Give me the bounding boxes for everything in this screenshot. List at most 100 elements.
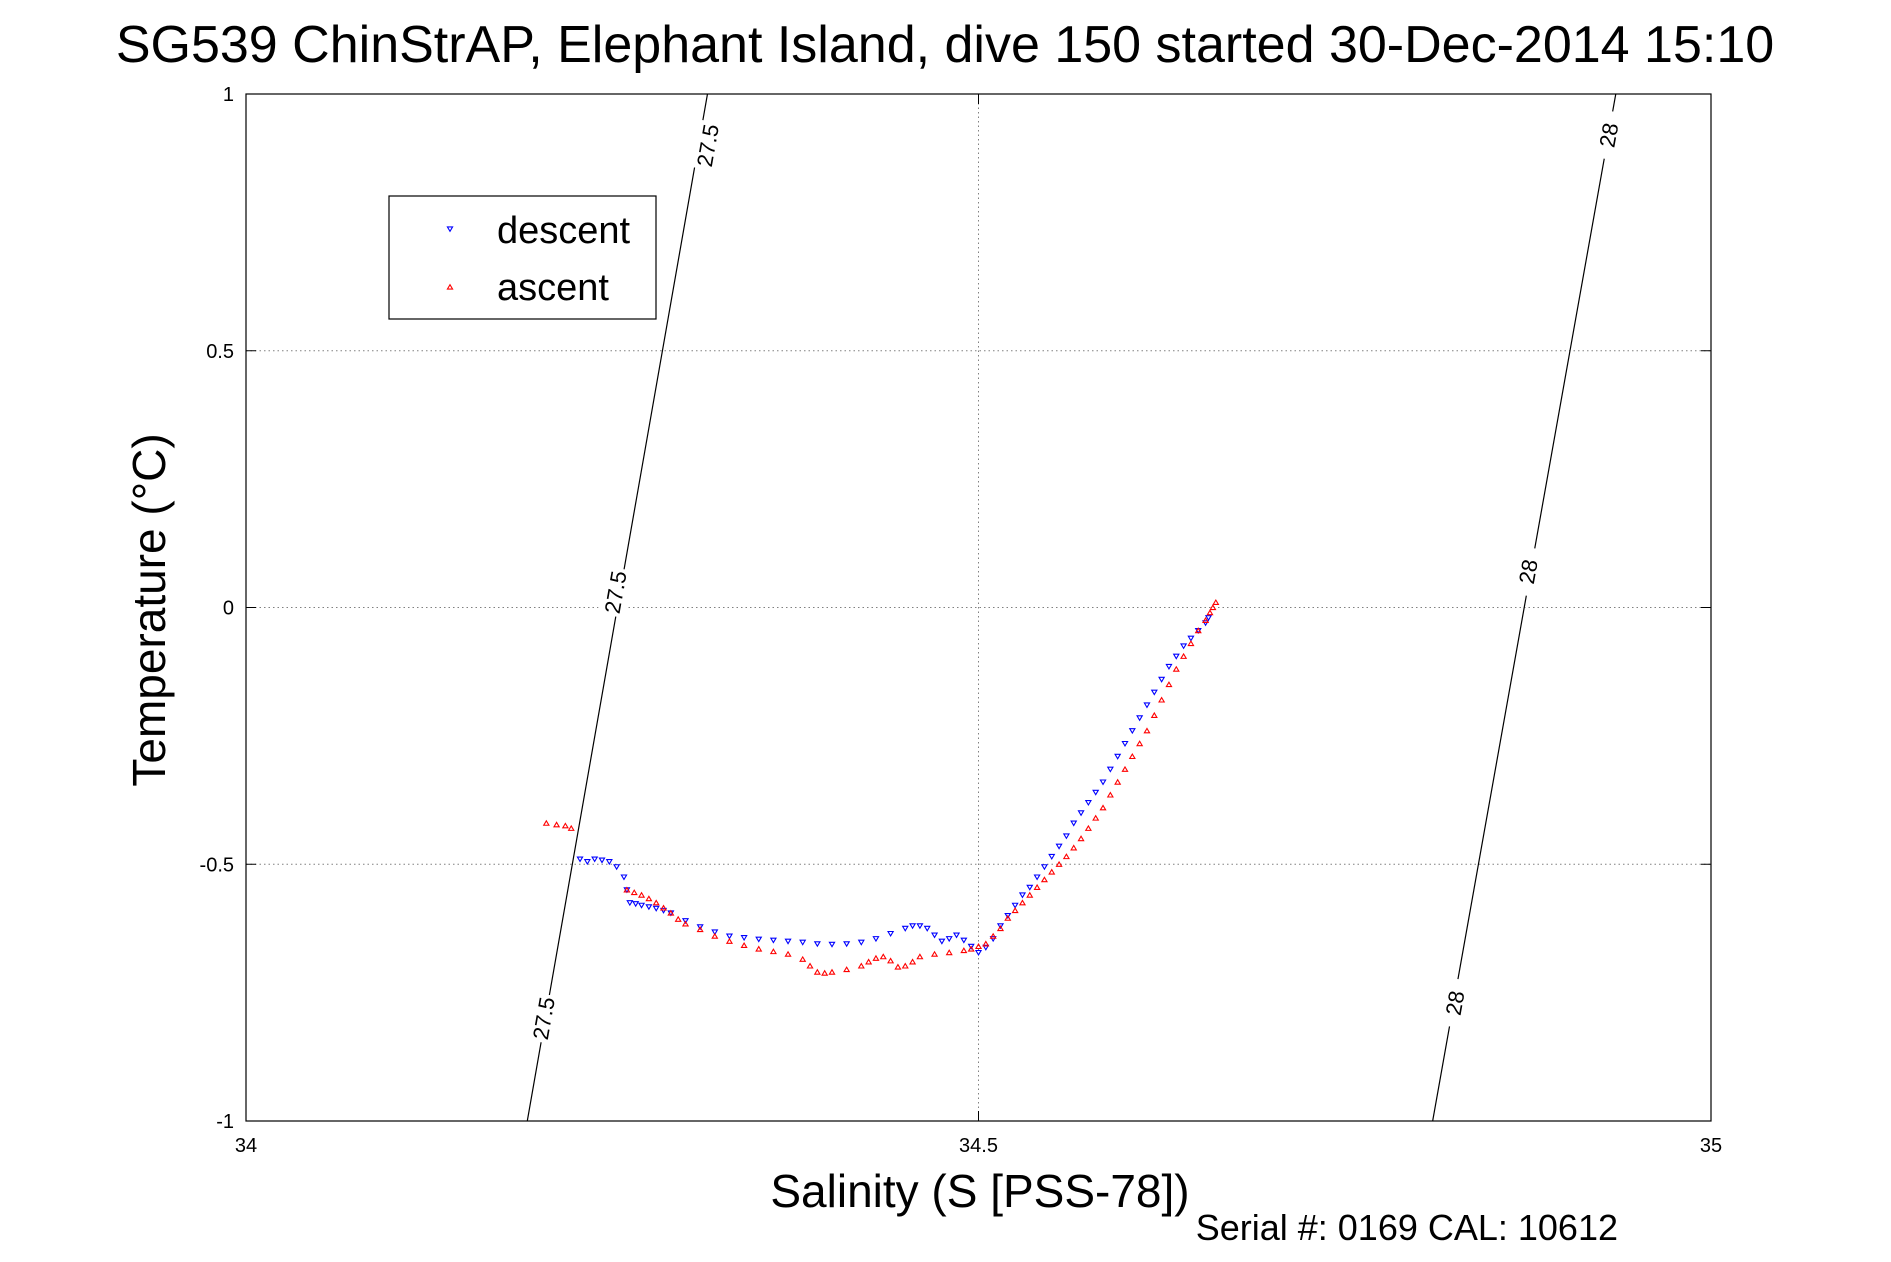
data-point-descent xyxy=(967,943,975,950)
data-point-descent xyxy=(598,857,606,864)
data-point-ascent xyxy=(806,962,814,969)
contour-label-bg xyxy=(1590,108,1627,162)
data-point-ascent xyxy=(916,953,924,960)
data-point-ascent xyxy=(784,950,792,957)
contour-label-bg xyxy=(525,992,562,1045)
data-point-descent xyxy=(938,938,946,945)
data-point-descent xyxy=(576,856,584,863)
data-point-descent xyxy=(1099,779,1107,786)
data-point-ascent xyxy=(561,822,569,829)
data-point-ascent xyxy=(645,895,653,902)
data-point-ascent xyxy=(1004,914,1012,921)
legend-entry-descent: descent xyxy=(497,210,631,252)
data-point-ascent xyxy=(828,968,836,975)
data-point-ascent xyxy=(553,821,561,828)
x-tick-label: 34 xyxy=(235,1135,257,1157)
data-series xyxy=(542,598,1220,976)
data-point-ascent xyxy=(769,948,777,955)
y-tick-label: -1 xyxy=(216,1111,234,1133)
data-point-descent xyxy=(974,949,983,956)
data-point-descent xyxy=(828,941,836,948)
data-point-descent xyxy=(1128,728,1136,735)
data-point-ascent xyxy=(542,819,550,826)
data-point-descent xyxy=(1055,843,1063,850)
data-point-ascent xyxy=(1136,740,1144,747)
data-point-ascent xyxy=(821,969,829,976)
data-point-ascent xyxy=(996,925,1005,932)
data-point-descent xyxy=(711,929,719,936)
data-point-ascent xyxy=(843,966,851,973)
data-point-ascent xyxy=(1143,727,1151,734)
serial-footer: Serial #: 0169 CAL: 10612 xyxy=(1196,1207,1618,1248)
data-point-descent xyxy=(982,944,990,951)
data-point-descent xyxy=(583,859,591,866)
data-point-ascent xyxy=(1165,681,1173,688)
data-point-ascent xyxy=(901,962,909,969)
data-point-ascent xyxy=(567,824,575,831)
y-tick-label: 0 xyxy=(223,598,234,620)
data-point-descent xyxy=(620,874,628,881)
contour-label: 28 xyxy=(1514,557,1543,585)
legend-marker-ascent xyxy=(446,283,454,290)
data-point-descent xyxy=(1158,676,1166,683)
data-point-descent xyxy=(1048,853,1056,860)
density-contour-line xyxy=(1432,93,1617,1122)
data-point-descent xyxy=(755,936,763,943)
data-point-ascent xyxy=(1011,907,1019,914)
data-point-ascent xyxy=(887,957,895,964)
data-point-descent xyxy=(769,937,777,944)
contour-label: 28 xyxy=(1441,989,1470,1017)
data-point-ascent xyxy=(674,915,682,922)
data-point-descent xyxy=(1180,643,1188,650)
data-point-ascent xyxy=(960,947,968,954)
axis-ticks: 34 34.5 35 -1 -0.5 0 0.5 1 xyxy=(200,84,1723,1157)
data-point-descent xyxy=(637,902,646,909)
data-point-ascent xyxy=(872,954,880,961)
data-point-descent xyxy=(1018,892,1027,899)
contour-label-bg xyxy=(1509,545,1546,598)
data-point-descent xyxy=(1172,653,1180,660)
contour-label-bg xyxy=(1436,976,1473,1029)
data-point-ascent xyxy=(1084,824,1092,831)
data-point-descent xyxy=(1114,753,1122,760)
legend-marker-descent xyxy=(446,226,454,233)
data-point-descent xyxy=(1026,884,1034,891)
data-point-descent xyxy=(1033,874,1041,881)
data-point-ascent xyxy=(1128,752,1136,760)
data-point-descent xyxy=(626,900,634,907)
data-point-descent xyxy=(1062,833,1070,840)
data-point-ascent xyxy=(909,958,917,965)
data-point-descent xyxy=(799,939,807,946)
data-point-ascent xyxy=(930,950,939,957)
contour-label-bg xyxy=(689,119,726,172)
data-point-ascent xyxy=(623,886,631,893)
legend-entry-ascent: ascent xyxy=(497,267,609,309)
data-point-ascent xyxy=(725,937,734,944)
data-point-ascent xyxy=(1040,876,1048,883)
data-point-descent xyxy=(872,936,880,943)
data-point-ascent xyxy=(740,941,748,949)
data-point-descent xyxy=(1143,702,1151,709)
data-point-ascent xyxy=(1106,791,1114,798)
data-point-ascent xyxy=(1070,844,1078,851)
data-point-ascent xyxy=(989,932,997,939)
data-point-descent xyxy=(1011,902,1019,909)
data-point-ascent xyxy=(659,904,668,911)
data-point-ascent xyxy=(652,899,660,906)
data-point-ascent xyxy=(974,942,983,950)
data-point-descent xyxy=(887,930,895,937)
data-point-ascent xyxy=(813,968,821,975)
data-point-ascent xyxy=(1092,814,1100,821)
data-point-descent xyxy=(952,932,961,939)
y-axis-label: Temperature (°C) xyxy=(123,433,175,786)
data-point-ascent xyxy=(1187,640,1195,647)
data-point-ascent xyxy=(857,962,865,969)
data-point-ascent xyxy=(865,958,873,965)
data-point-descent xyxy=(857,939,865,946)
data-point-ascent xyxy=(1018,899,1027,906)
data-point-descent xyxy=(681,918,690,925)
data-point-descent xyxy=(930,932,939,939)
data-point-ascent xyxy=(711,932,719,939)
data-point-ascent xyxy=(894,963,902,970)
data-point-descent xyxy=(945,936,953,943)
